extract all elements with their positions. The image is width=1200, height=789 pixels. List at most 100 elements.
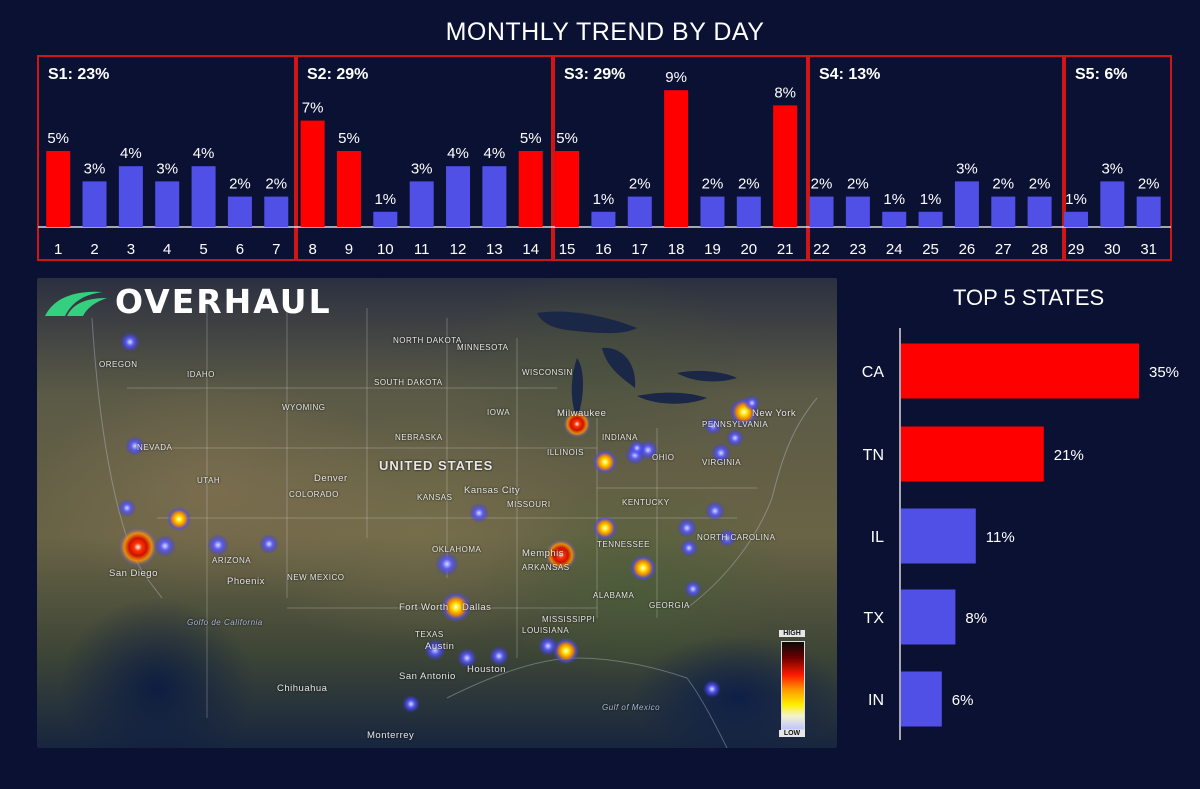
city-label: Houston	[467, 664, 506, 675]
state-label: NEBRASKA	[395, 433, 443, 442]
state-label: KENTUCKY	[622, 498, 670, 507]
heat-spot	[207, 534, 229, 556]
heat-spot	[545, 539, 577, 571]
state-label: NORTH CAROLINA	[697, 533, 776, 542]
day-bar	[591, 211, 616, 227]
heat-spot	[154, 535, 176, 557]
day-tick-label: 30	[1104, 241, 1121, 258]
day-bar	[409, 181, 434, 227]
state-category-label: IN	[868, 692, 884, 709]
day-value-label: 1%	[883, 191, 905, 208]
state-label: OREGON	[99, 360, 138, 369]
day-tick-label: 14	[522, 241, 539, 258]
city-label: New York	[752, 408, 797, 419]
day-bar	[482, 166, 507, 227]
heat-spot	[593, 516, 617, 540]
heat-spot	[684, 580, 702, 598]
state-bar	[901, 343, 1139, 399]
state-value-label: 21%	[1054, 447, 1084, 464]
state-value-label: 11%	[986, 529, 1015, 546]
day-bar	[918, 211, 943, 227]
heat-spot	[402, 695, 420, 713]
day-bar	[773, 105, 798, 227]
section-label: S3: 29%	[564, 66, 625, 83]
day-value-label: 3%	[411, 160, 433, 177]
day-bar	[882, 211, 907, 227]
state-category-label: IL	[871, 529, 884, 546]
heat-spot	[424, 639, 446, 661]
city-label: Phoenix	[227, 576, 265, 587]
heat-spot	[469, 503, 489, 523]
heatmap-map[interactable]: OVERHAUL UNITED STATES NORTH DAKOTA MINN…	[37, 278, 837, 748]
state-label: LOUISIANA	[522, 626, 570, 635]
day-value-label: 5%	[520, 130, 542, 147]
heat-spot	[629, 440, 645, 456]
day-value-label: 4%	[120, 145, 142, 162]
day-tick-label: 20	[740, 241, 757, 258]
map-canvas	[91, 298, 818, 748]
day-tick-label: 2	[90, 241, 98, 258]
day-tick-label: 27	[995, 241, 1012, 258]
state-label: SOUTH DAKOTA	[374, 378, 443, 387]
day-bar	[155, 181, 180, 227]
heat-spot	[435, 552, 459, 576]
day-value-label: 4%	[447, 145, 469, 162]
state-label: ILLINOIS	[547, 448, 584, 457]
state-label: TEXAS	[415, 630, 444, 639]
day-value-label: 9%	[665, 69, 687, 86]
heat-spot	[703, 680, 721, 698]
day-value-label: 4%	[484, 145, 506, 162]
day-tick-label: 4	[163, 241, 171, 258]
day-value-label: 2%	[265, 176, 287, 193]
day-bar	[1100, 181, 1125, 227]
state-value-label: 6%	[952, 692, 974, 709]
city-label: Monterrey	[367, 730, 415, 741]
day-bar	[82, 181, 107, 227]
city-label: Kansas City	[464, 485, 521, 496]
day-tick-label: 12	[450, 241, 467, 258]
day-value-label: 7%	[302, 100, 324, 117]
day-bar	[227, 196, 252, 227]
day-value-label: 8%	[774, 84, 796, 101]
day-bar	[336, 151, 361, 227]
day-tick-label: 31	[1140, 241, 1157, 258]
day-bar	[373, 211, 398, 227]
day-bar	[46, 151, 71, 227]
day-value-label: 3%	[156, 160, 178, 177]
heat-spot	[118, 499, 136, 517]
day-tick-label: 15	[559, 241, 576, 258]
overhaul-logo-icon	[45, 291, 107, 316]
day-bar	[300, 120, 325, 227]
day-bar	[264, 196, 289, 227]
state-value-label: 35%	[1149, 364, 1179, 381]
state-label: OKLAHOMA	[432, 545, 482, 554]
day-tick-label: 17	[631, 241, 648, 258]
day-tick-label: 23	[850, 241, 867, 258]
heat-spot	[726, 429, 744, 447]
state-label: GEORGIA	[649, 601, 690, 610]
heat-spot	[680, 539, 698, 557]
state-label: WYOMING	[282, 403, 326, 412]
heat-spot	[167, 507, 191, 531]
state-label: NEW MEXICO	[287, 573, 345, 582]
day-value-label: 1%	[920, 191, 942, 208]
heat-spot	[457, 648, 477, 668]
state-label: IOWA	[487, 408, 511, 417]
day-tick-label: 19	[704, 241, 721, 258]
section-label: S4: 13%	[819, 66, 880, 83]
day-value-label: 2%	[702, 176, 724, 193]
state-bar	[901, 426, 1044, 482]
city-label: San Diego	[109, 568, 158, 579]
chart-title: MONTHLY TREND BY DAY	[445, 18, 765, 46]
day-tick-label: 13	[486, 241, 503, 258]
heat-spot	[120, 332, 140, 352]
day-bar	[191, 166, 216, 227]
day-value-label: 2%	[629, 176, 651, 193]
day-tick-label: 18	[668, 241, 685, 258]
heat-spot	[677, 518, 697, 538]
day-bar	[845, 196, 870, 227]
state-borders	[127, 298, 757, 718]
heat-spot	[718, 529, 736, 547]
day-bar	[1136, 196, 1161, 227]
